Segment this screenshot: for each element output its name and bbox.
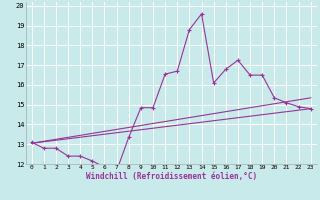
X-axis label: Windchill (Refroidissement éolien,°C): Windchill (Refroidissement éolien,°C) — [86, 172, 257, 181]
